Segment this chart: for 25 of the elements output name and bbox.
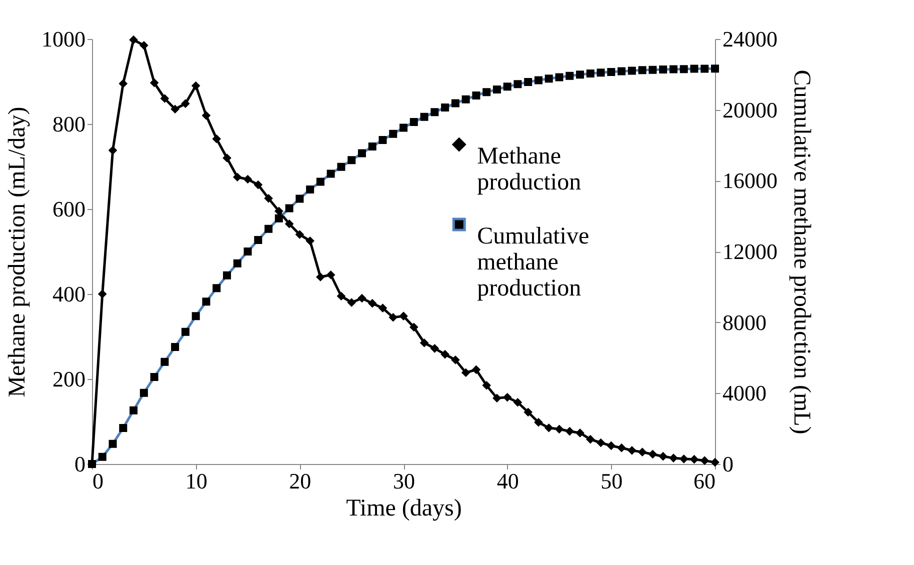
y-tick-label: 600 bbox=[52, 196, 86, 222]
y-tick-label: 0 bbox=[74, 452, 86, 476]
x-tick-label: 20 bbox=[289, 468, 312, 494]
y2-tick-label: 12000 bbox=[722, 239, 778, 264]
y-tick-label: 800 bbox=[52, 112, 86, 136]
x-tick-label: 50 bbox=[600, 468, 623, 494]
y2-tick-label: 4000 bbox=[722, 380, 766, 406]
y2-tick-label: 24000 bbox=[722, 26, 778, 52]
y2-axis-title: Cumulative methane production (mL) bbox=[788, 70, 814, 434]
x-tick-label: 0 bbox=[92, 468, 104, 494]
x-tick-label: 40 bbox=[496, 468, 519, 494]
y2-tick-label: 8000 bbox=[722, 310, 766, 335]
legend-label: Methane production bbox=[477, 144, 582, 196]
x-axis-title: Time (days) bbox=[346, 496, 462, 522]
y2-tick-label: 0 bbox=[722, 452, 734, 476]
y2-tick-label: 16000 bbox=[722, 168, 778, 194]
legend-label: Cumulative methane production bbox=[477, 224, 590, 302]
y-tick-label: 1000 bbox=[42, 26, 86, 52]
y2-tick-label: 20000 bbox=[722, 97, 778, 122]
y-tick-label: 200 bbox=[52, 366, 86, 392]
y-axis-title: Methane production (mL/day) bbox=[4, 106, 30, 398]
x-tick-label: 30 bbox=[393, 468, 415, 494]
y-tick-label: 400 bbox=[52, 282, 86, 306]
x-tick-label: 60 bbox=[694, 468, 716, 494]
x-tick-label: 10 bbox=[185, 468, 208, 494]
